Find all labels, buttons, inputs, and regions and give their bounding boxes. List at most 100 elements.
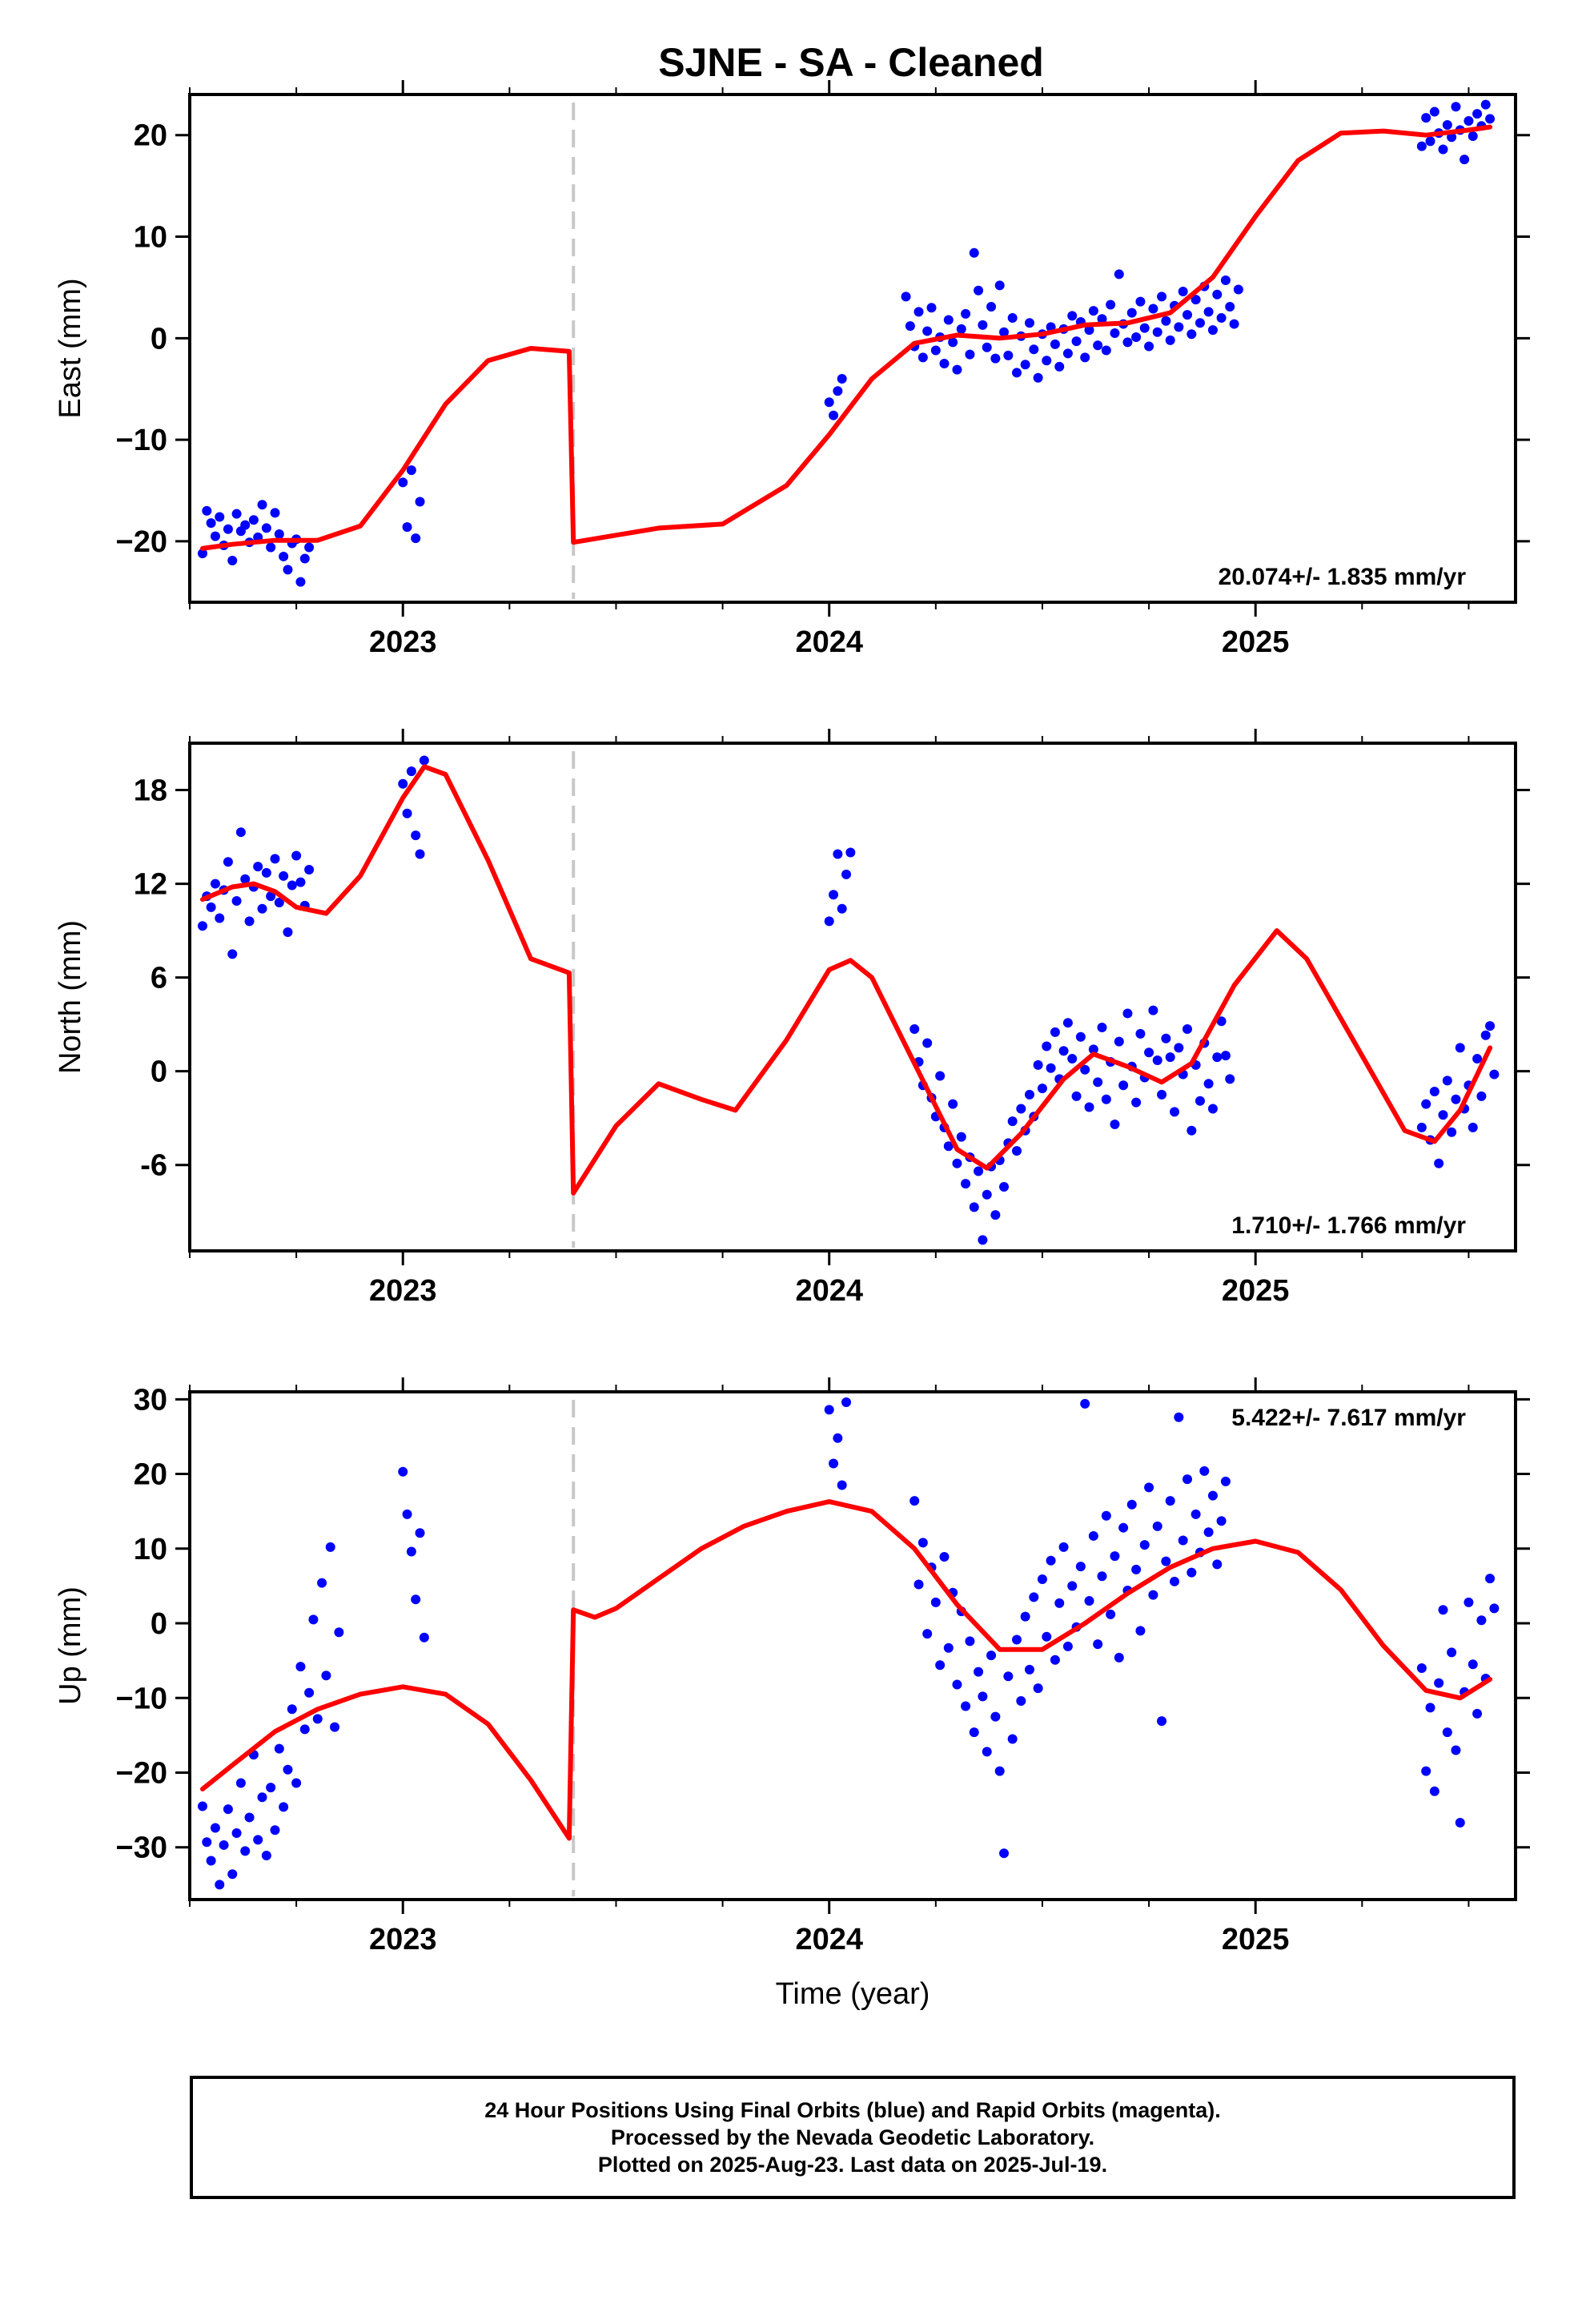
data-point bbox=[1472, 1708, 1483, 1719]
data-point bbox=[1425, 136, 1435, 147]
data-point bbox=[961, 1179, 971, 1189]
data-point bbox=[244, 1812, 255, 1823]
data-point bbox=[1476, 1615, 1487, 1626]
data-point bbox=[1110, 1551, 1120, 1562]
data-point bbox=[1170, 1107, 1180, 1117]
data-point bbox=[935, 1660, 946, 1671]
data-point bbox=[1110, 1119, 1120, 1129]
data-point bbox=[1451, 1745, 1461, 1755]
data-point bbox=[304, 1687, 315, 1698]
data-point bbox=[312, 1714, 323, 1724]
data-point bbox=[1178, 286, 1188, 296]
y-tick-label: -6 bbox=[140, 1149, 167, 1183]
y-tick-label: 20 bbox=[134, 1458, 167, 1492]
data-point bbox=[999, 327, 1010, 337]
data-point bbox=[1131, 1097, 1142, 1108]
data-point bbox=[308, 1614, 319, 1625]
y-tick-label: 0 bbox=[151, 1607, 167, 1641]
data-point bbox=[978, 320, 988, 330]
data-point bbox=[1212, 1559, 1223, 1570]
data-point bbox=[1139, 323, 1150, 333]
chart-title: SJNE - SA - Cleaned bbox=[658, 40, 1044, 85]
x-tick-label: 2023 bbox=[369, 625, 437, 659]
data-point bbox=[901, 292, 911, 302]
data-point bbox=[917, 1538, 928, 1548]
data-point bbox=[415, 497, 425, 507]
data-point bbox=[922, 1038, 933, 1048]
model-curve bbox=[200, 764, 1493, 1196]
data-point bbox=[948, 1099, 958, 1109]
data-point bbox=[841, 869, 852, 879]
data-point bbox=[1084, 1596, 1094, 1606]
data-point bbox=[215, 1880, 225, 1890]
x-tick-label: 2023 bbox=[369, 1274, 437, 1308]
data-point bbox=[291, 850, 302, 861]
data-point bbox=[1212, 289, 1223, 300]
data-point bbox=[1139, 1540, 1150, 1550]
data-point bbox=[274, 897, 284, 907]
data-point bbox=[398, 778, 408, 789]
data-point bbox=[1207, 325, 1218, 336]
data-point bbox=[837, 903, 847, 914]
data-point bbox=[1195, 1096, 1205, 1106]
data-point bbox=[253, 1835, 263, 1845]
data-point bbox=[1220, 275, 1231, 286]
data-point bbox=[1442, 1076, 1452, 1086]
data-point bbox=[1472, 109, 1483, 119]
data-point bbox=[1182, 310, 1192, 320]
y-tick-label: −30 bbox=[116, 1831, 167, 1865]
data-point bbox=[304, 542, 315, 553]
data-point bbox=[244, 916, 255, 927]
y-axis-label: Up (mm) bbox=[54, 1586, 87, 1705]
data-point bbox=[1170, 1576, 1180, 1586]
data-point bbox=[969, 1202, 979, 1212]
data-point bbox=[1216, 1016, 1227, 1027]
data-point bbox=[952, 364, 962, 375]
data-point bbox=[905, 321, 915, 332]
data-point bbox=[1468, 131, 1478, 141]
data-point bbox=[295, 577, 306, 587]
data-point bbox=[1186, 1567, 1197, 1578]
data-point bbox=[1062, 1018, 1073, 1028]
data-point bbox=[325, 1542, 335, 1552]
data-point bbox=[227, 1869, 238, 1880]
y-tick-label: 12 bbox=[134, 868, 167, 902]
data-point bbox=[1003, 350, 1014, 360]
footer-line-1: 24 Hour Positions Using Final Orbits (bl… bbox=[484, 2098, 1221, 2122]
data-point bbox=[1033, 1059, 1043, 1070]
data-point bbox=[1421, 1099, 1431, 1109]
data-point bbox=[231, 896, 242, 907]
data-point bbox=[837, 1480, 847, 1490]
data-point bbox=[1050, 1027, 1060, 1037]
data-point bbox=[1451, 1094, 1461, 1104]
data-point bbox=[982, 1189, 992, 1200]
data-point bbox=[922, 1629, 933, 1639]
data-point bbox=[1020, 360, 1030, 370]
data-point bbox=[824, 397, 834, 408]
data-point bbox=[406, 766, 416, 777]
data-point bbox=[845, 847, 856, 858]
data-point bbox=[926, 303, 937, 313]
data-point bbox=[913, 307, 924, 317]
data-point bbox=[1007, 312, 1018, 323]
data-point bbox=[223, 857, 233, 867]
data-point bbox=[943, 1141, 954, 1152]
data-point bbox=[1042, 356, 1052, 366]
data-point bbox=[1191, 295, 1201, 305]
data-point bbox=[1088, 306, 1098, 316]
data-point bbox=[1148, 1590, 1158, 1600]
data-point bbox=[1220, 1051, 1231, 1061]
data-point bbox=[1152, 1055, 1162, 1066]
data-point bbox=[415, 1528, 425, 1538]
x-tick-label: 2023 bbox=[369, 1923, 437, 1956]
data-point bbox=[1122, 337, 1133, 348]
data-point bbox=[1046, 1555, 1056, 1566]
data-point bbox=[1093, 1077, 1103, 1088]
data-point bbox=[1220, 1476, 1231, 1486]
data-point bbox=[829, 890, 839, 900]
y-tick-label: 20 bbox=[134, 119, 167, 153]
data-point bbox=[1101, 345, 1111, 356]
data-point bbox=[961, 308, 971, 319]
data-point bbox=[1067, 1054, 1078, 1064]
data-point bbox=[1186, 1125, 1197, 1136]
